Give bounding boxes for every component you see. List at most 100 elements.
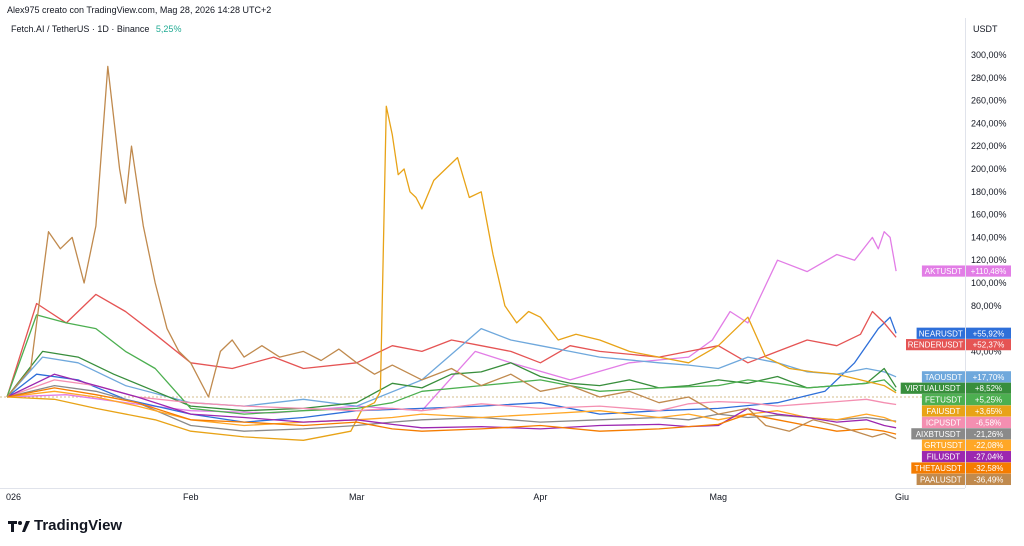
series-value-bg [966, 394, 1011, 406]
y-tick-label: 140,00% [971, 232, 1007, 242]
series-value-bg [966, 371, 1011, 383]
series-name: THETAUSDT [914, 464, 962, 473]
series-label-aixbtusdt[interactable]: AIXBTUSDT -21,26% [911, 428, 1011, 440]
currency-label: USDT [973, 24, 998, 34]
y-tick-label: 160,00% [971, 210, 1007, 220]
y-tick-label: 40,00% [971, 346, 1002, 356]
series-name: TAOUSDT [925, 373, 963, 382]
series-name: PAALUSDT [920, 475, 962, 484]
series-name-bg [900, 382, 965, 394]
series-name: AKTUSDT [925, 267, 962, 276]
series-value: -27,04% [974, 453, 1004, 462]
series-name: ICPUSDT [926, 418, 961, 427]
series-line-paalusdt[interactable] [6, 65, 897, 440]
x-tick-label: Giu [895, 492, 909, 502]
series-value: -32,58% [974, 464, 1004, 473]
tradingview-logo: TradingView [8, 517, 122, 534]
symbol-name: Fetch.AI / TetherUS · 1D · Binance [11, 24, 150, 34]
series-value-bg [966, 451, 1011, 463]
series-name-bg [906, 339, 965, 351]
brand-name: TradingView [34, 517, 123, 534]
series-name: VIRTUALUSDT [905, 384, 961, 393]
tradingview-icon [8, 520, 30, 532]
series-line-icpusdt[interactable] [6, 379, 897, 412]
series-label-faiusdt[interactable]: FAIUSDT +3,65% [921, 405, 1011, 417]
y-tick-label: 300,00% [971, 50, 1007, 60]
series-label-thetausdt[interactable]: THETAUSDT -32,58% [911, 462, 1011, 474]
series-value: +110,48% [971, 267, 1007, 276]
x-tick-label: 026 [6, 492, 21, 502]
series-value: +5,25% [975, 396, 1002, 405]
series-value: -21,26% [974, 430, 1004, 439]
series-line-grtusdt[interactable] [6, 390, 897, 427]
series-value-bg [966, 428, 1011, 440]
series-line-renderusdt[interactable] [6, 293, 897, 398]
series-name-bg [916, 327, 965, 339]
series-value: +55,92% [973, 329, 1005, 338]
x-tick-label: Feb [183, 492, 199, 502]
series-value-bg [966, 382, 1011, 394]
series-value: +3,65% [975, 407, 1002, 416]
series-label-nearusdt[interactable]: NEARUSDT +55,92% [916, 327, 1011, 339]
series-value-bg [966, 439, 1011, 451]
series-label-fetusdt[interactable]: FETUSDT +5,25% [921, 394, 1011, 406]
series-name-bg [911, 428, 965, 440]
series-name: FAIUSDT [927, 407, 961, 416]
series-value: +17,70% [973, 373, 1005, 382]
series-value-bg [966, 473, 1011, 486]
series-label-renderusdt[interactable]: RENDERUSDT +52,37% [906, 339, 1011, 351]
series-value-bg [966, 462, 1011, 474]
series-name: FETUSDT [925, 396, 962, 405]
series-label-paalusdt[interactable]: PAALUSDT -36,49% [916, 473, 1011, 486]
series-name: RENDERUSDT [908, 341, 964, 350]
series-name-bg [921, 265, 965, 277]
series-name: FILUSDT [927, 453, 960, 462]
series-name-bg [921, 451, 965, 463]
series-value: +8,52% [975, 384, 1002, 393]
series-name: AIXBTUSDT [916, 430, 961, 439]
series-line-fetusdt[interactable] [6, 314, 897, 415]
y-tick-label: 100,00% [971, 278, 1007, 288]
y-tick-label: 120,00% [971, 255, 1007, 265]
series-line-virtualusdt[interactable] [6, 350, 897, 412]
series-label-icpusdt[interactable]: ICPUSDT -6,58% [921, 416, 1011, 429]
series-value: -36,49% [974, 475, 1004, 484]
series-line-aixbtusdt[interactable] [6, 384, 897, 432]
series-value-bg [966, 405, 1011, 417]
series-name: NEARUSDT [919, 329, 963, 338]
series-name-bg [921, 394, 965, 406]
series-value-bg [966, 339, 1011, 351]
x-tick-label: Apr [533, 492, 547, 502]
x-tick-label: Mag [710, 492, 728, 502]
symbol-legend: Fetch.AI / TetherUS · 1D · Binance 5,25% [11, 24, 181, 34]
y-tick-label: 260,00% [971, 96, 1007, 106]
series-label-aktusdt[interactable]: AKTUSDT +110,48% [921, 265, 1011, 277]
series-value: -6,58% [976, 418, 1001, 427]
series-label-grtusdt[interactable]: GRTUSDT -22,08% [921, 439, 1011, 451]
y-tick-label: 200,00% [971, 164, 1007, 174]
series-value-bg [966, 327, 1011, 339]
series-name-bg [916, 473, 965, 486]
series-value-bg [966, 265, 1011, 277]
series-label-filusdt[interactable]: FILUSDT -27,04% [921, 451, 1011, 463]
series-line-filusdt[interactable] [6, 373, 897, 430]
series-lines [6, 65, 897, 441]
series-value: -22,08% [974, 441, 1004, 450]
y-tick-label: 220,00% [971, 141, 1007, 151]
series-label-virtualusdt[interactable]: VIRTUALUSDT +8,52% [900, 382, 1011, 394]
series-line-faiusdt[interactable] [6, 105, 897, 441]
y-tick-label: 240,00% [971, 118, 1007, 128]
symbol-change: 5,25% [155, 24, 182, 34]
series-name-bg [921, 405, 965, 417]
series-name-bg [911, 462, 965, 474]
y-tick-label: 180,00% [971, 187, 1007, 197]
series-name-bg [921, 371, 965, 383]
series-label-taousdt[interactable]: TAOUSDT +17,70% [921, 371, 1011, 383]
series-value: +52,37% [973, 341, 1005, 350]
y-tick-label: 80,00% [971, 301, 1002, 311]
series-name: GRTUSDT [924, 441, 963, 450]
chart-attribution: Alex975 creato con TradingView.com, Mag … [7, 5, 272, 15]
series-line-thetausdt[interactable] [6, 387, 897, 435]
y-tick-label: 280,00% [971, 73, 1007, 83]
